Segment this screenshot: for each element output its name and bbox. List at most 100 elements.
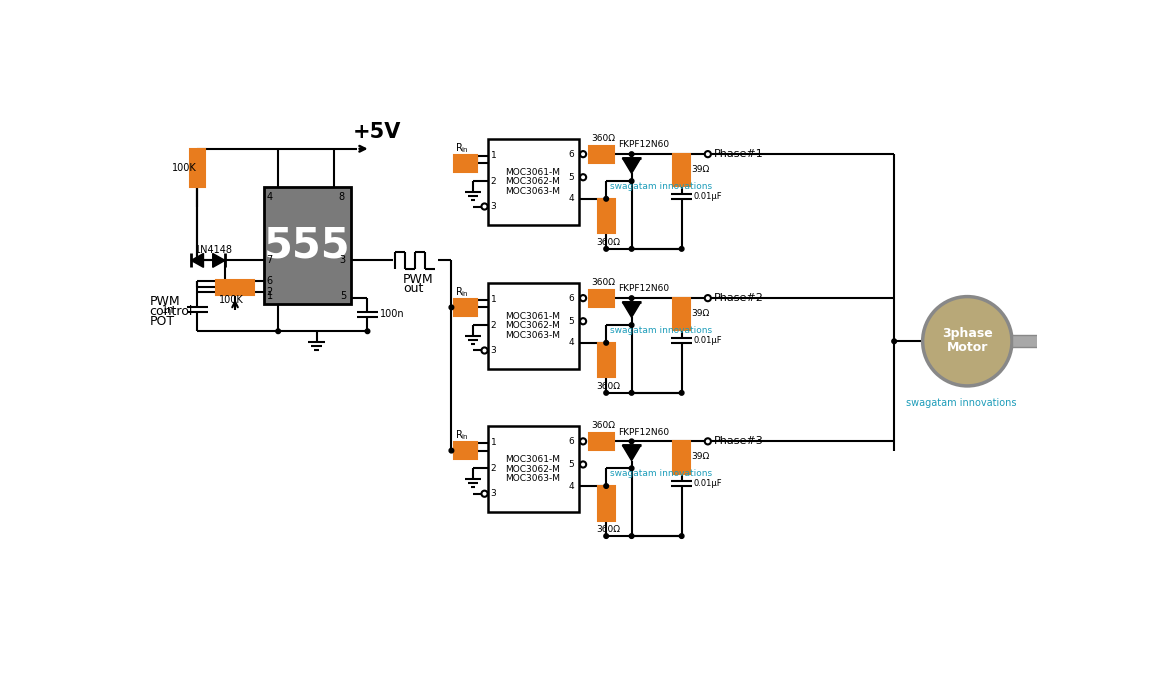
Text: 100K: 100K: [218, 295, 244, 304]
Circle shape: [629, 323, 634, 327]
Text: 4: 4: [568, 194, 574, 203]
Text: MOC3063-M: MOC3063-M: [505, 474, 560, 483]
Text: 2: 2: [491, 464, 497, 472]
Circle shape: [923, 296, 1012, 386]
Bar: [216, 279, 254, 295]
Text: MOC3062-M: MOC3062-M: [505, 321, 560, 330]
Polygon shape: [213, 254, 225, 267]
Text: 0.01μF: 0.01μF: [694, 192, 723, 201]
Bar: [1012, 335, 1041, 348]
Circle shape: [449, 305, 454, 310]
Text: 360Ω: 360Ω: [590, 278, 614, 288]
Bar: [589, 433, 614, 450]
Circle shape: [604, 196, 609, 201]
Text: swagatam innovations: swagatam innovations: [906, 398, 1016, 408]
Text: control: control: [150, 305, 193, 318]
Text: R: R: [456, 287, 463, 297]
Text: 39Ω: 39Ω: [692, 309, 710, 318]
Polygon shape: [623, 302, 641, 317]
Text: 5: 5: [340, 291, 346, 301]
Text: 6: 6: [267, 276, 273, 286]
Text: FKPF12N60: FKPF12N60: [618, 428, 669, 437]
Text: 3: 3: [491, 202, 497, 211]
Circle shape: [705, 438, 711, 444]
Text: MOC3063-M: MOC3063-M: [505, 186, 560, 196]
Bar: [489, 426, 579, 512]
Text: 3: 3: [340, 255, 345, 265]
Text: PWM: PWM: [150, 295, 180, 308]
Text: 555: 555: [264, 225, 351, 267]
Bar: [264, 187, 351, 304]
Text: MOC3061-M: MOC3061-M: [505, 168, 560, 177]
Text: 39Ω: 39Ω: [692, 165, 710, 174]
Circle shape: [580, 438, 587, 444]
Bar: [673, 154, 690, 186]
Circle shape: [892, 339, 896, 344]
Circle shape: [705, 295, 711, 301]
Text: 2: 2: [491, 177, 497, 186]
Text: 2: 2: [267, 287, 273, 297]
Text: Phase#3: Phase#3: [714, 436, 763, 446]
Text: 1: 1: [491, 295, 497, 304]
Circle shape: [580, 462, 587, 468]
Bar: [189, 148, 206, 187]
Text: 1: 1: [491, 438, 497, 448]
Text: 6: 6: [568, 437, 574, 446]
Circle shape: [629, 179, 634, 184]
Circle shape: [482, 203, 487, 210]
Polygon shape: [191, 254, 203, 267]
Text: 2: 2: [491, 321, 497, 329]
Text: POT: POT: [150, 315, 174, 328]
Bar: [597, 343, 614, 377]
Text: 5: 5: [568, 317, 574, 326]
Text: 1: 1: [267, 291, 273, 301]
Text: MOC3061-M: MOC3061-M: [505, 456, 560, 464]
Text: Motor: Motor: [947, 341, 988, 354]
Text: 360Ω: 360Ω: [596, 525, 620, 535]
Circle shape: [679, 391, 684, 395]
Text: 360Ω: 360Ω: [590, 421, 614, 431]
Text: MOC3063-M: MOC3063-M: [505, 331, 560, 340]
Text: 100n: 100n: [380, 309, 404, 319]
Text: 0.01μF: 0.01μF: [694, 479, 723, 488]
Circle shape: [449, 448, 454, 453]
Circle shape: [276, 329, 281, 333]
Circle shape: [482, 491, 487, 497]
Bar: [489, 139, 579, 225]
Text: in: in: [461, 290, 468, 296]
Circle shape: [580, 151, 587, 157]
Text: Phase#2: Phase#2: [714, 293, 763, 303]
Text: PWM: PWM: [403, 273, 433, 286]
Text: 5: 5: [568, 173, 574, 182]
Circle shape: [580, 174, 587, 180]
Circle shape: [365, 329, 370, 333]
Text: in: in: [461, 146, 468, 153]
Text: 8: 8: [338, 192, 344, 202]
Text: MOC3062-M: MOC3062-M: [505, 464, 560, 474]
Text: MOC3062-M: MOC3062-M: [505, 178, 560, 186]
Circle shape: [629, 439, 634, 443]
Circle shape: [679, 534, 684, 539]
Text: 4: 4: [267, 192, 273, 202]
Bar: [597, 199, 614, 234]
Circle shape: [629, 466, 634, 470]
Text: 4: 4: [568, 481, 574, 491]
Circle shape: [604, 484, 609, 488]
Text: 1: 1: [491, 151, 497, 160]
Bar: [597, 486, 614, 520]
Circle shape: [482, 348, 487, 354]
Text: 360Ω: 360Ω: [596, 382, 620, 391]
Text: R: R: [456, 143, 463, 153]
Text: 100K: 100K: [172, 163, 196, 173]
Circle shape: [629, 296, 634, 300]
Text: MOC3061-M: MOC3061-M: [505, 312, 560, 321]
Text: 1n: 1n: [162, 304, 174, 315]
Text: 1N4148: 1N4148: [195, 246, 233, 255]
Circle shape: [629, 246, 634, 251]
Text: FKPF12N60: FKPF12N60: [618, 284, 669, 294]
Text: +5V: +5V: [353, 122, 401, 142]
Circle shape: [604, 534, 609, 539]
Text: 0.01μF: 0.01μF: [694, 336, 723, 345]
Text: FKPF12N60: FKPF12N60: [618, 140, 669, 149]
Bar: [589, 290, 614, 306]
